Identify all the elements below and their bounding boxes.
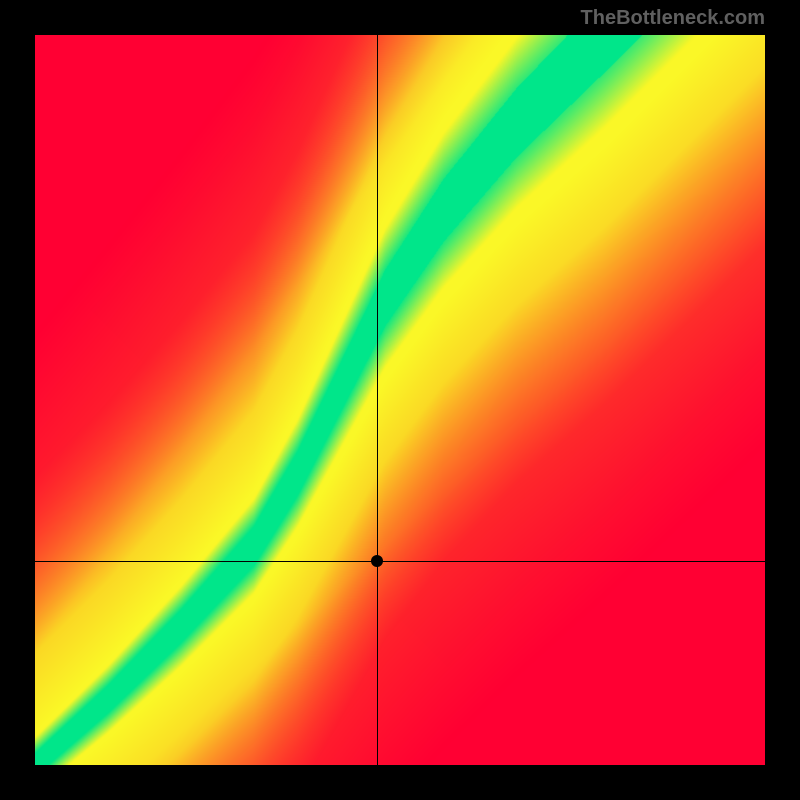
chart-container: TheBottleneck.com bbox=[0, 0, 800, 800]
crosshair-horizontal bbox=[35, 561, 765, 562]
heatmap-canvas bbox=[35, 35, 765, 765]
watermark-text: TheBottleneck.com bbox=[581, 7, 765, 30]
marker-dot bbox=[371, 555, 383, 567]
plot-area bbox=[35, 35, 765, 765]
crosshair-vertical bbox=[377, 35, 378, 765]
